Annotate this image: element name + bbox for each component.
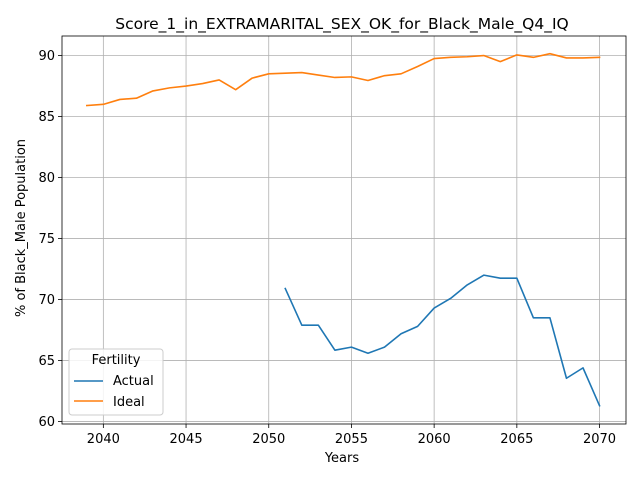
- legend-box: [68, 348, 164, 416]
- x-tick-label: 2060: [418, 432, 451, 447]
- plot-frame: [61, 35, 627, 425]
- y-tick-label: 90: [38, 49, 55, 64]
- y-tick-label: 60: [38, 415, 55, 430]
- y-tick-label: 80: [38, 171, 55, 186]
- legend: Fertility Actual Ideal: [68, 348, 164, 416]
- x-axis-label: Years: [324, 451, 360, 466]
- series-line-actual: [284, 274, 601, 407]
- series-lines: [85, 52, 601, 407]
- legend-label-actual: Actual: [113, 374, 154, 389]
- y-tick-label: 65: [38, 354, 55, 369]
- y-tick-label: 75: [38, 232, 55, 247]
- axis-ticks: 2040 2045 2050 2055 2060 2065 2070 60 65 70 75 80 85…: [38, 49, 616, 447]
- x-tick-label: 2050: [252, 432, 285, 447]
- y-tick-label: 70: [38, 293, 55, 308]
- x-tick-label: 2070: [583, 432, 616, 447]
- x-tick-label: 2040: [87, 432, 120, 447]
- x-tick-label: 2055: [335, 432, 368, 447]
- legend-title: Fertility: [92, 353, 141, 368]
- x-tick-label: 2045: [170, 432, 203, 447]
- series-line-ideal: [85, 52, 601, 107]
- x-tick-label: 2065: [500, 432, 533, 447]
- legend-label-ideal: Ideal: [113, 395, 145, 410]
- y-axis-label: % of Black_Male Population: [14, 139, 29, 317]
- chart-title: Score_1_in_EXTRAMARITAL_SEX_OK_for_Black…: [115, 15, 569, 34]
- y-tick-label: 85: [38, 110, 55, 125]
